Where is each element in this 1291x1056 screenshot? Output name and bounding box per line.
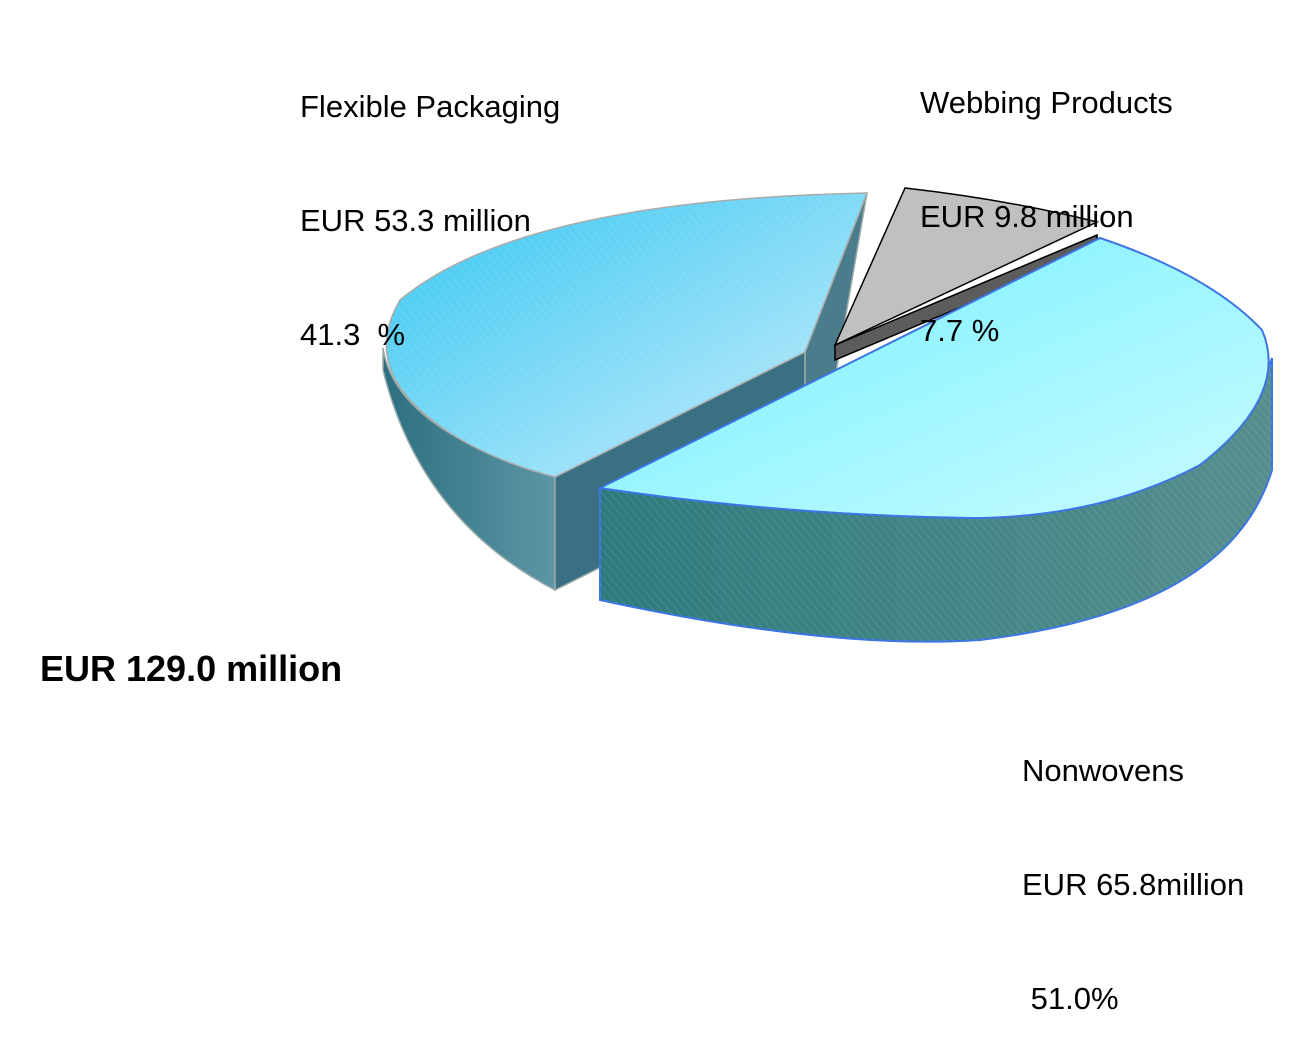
total-revenue-label: EUR 129.0 million	[40, 648, 343, 689]
label-flexible-packaging-percent: 41.3 %	[300, 317, 406, 352]
label-webbing-products-amount: EUR 9.8 million	[920, 199, 1134, 234]
pie-chart	[382, 187, 1273, 643]
label-nonwovens-name: Nonwovens	[1022, 753, 1184, 788]
label-nonwovens-percent: 51.0%	[1022, 981, 1119, 1016]
label-webbing-products-name: Webbing Products	[920, 85, 1173, 120]
slice-webbing-products	[833, 187, 1100, 362]
slice-nonwovens	[596, 236, 1273, 643]
label-webbing-products-percent: 7.7 %	[920, 313, 1000, 348]
label-nonwovens: Nonwovens EUR 65.8million 51.0%	[1022, 676, 1244, 1056]
label-flexible-packaging-name: Flexible Packaging	[300, 89, 561, 124]
label-nonwovens-amount: EUR 65.8million	[1022, 867, 1245, 902]
slice-webbing-products-top	[833, 187, 1100, 347]
label-flexible-packaging: Flexible Packaging EUR 53.3 million 41.3…	[300, 12, 560, 392]
label-flexible-packaging-amount: EUR 53.3 million	[300, 203, 531, 238]
label-webbing-products: Webbing Products EUR 9.8 million 7.7 %	[920, 8, 1173, 388]
